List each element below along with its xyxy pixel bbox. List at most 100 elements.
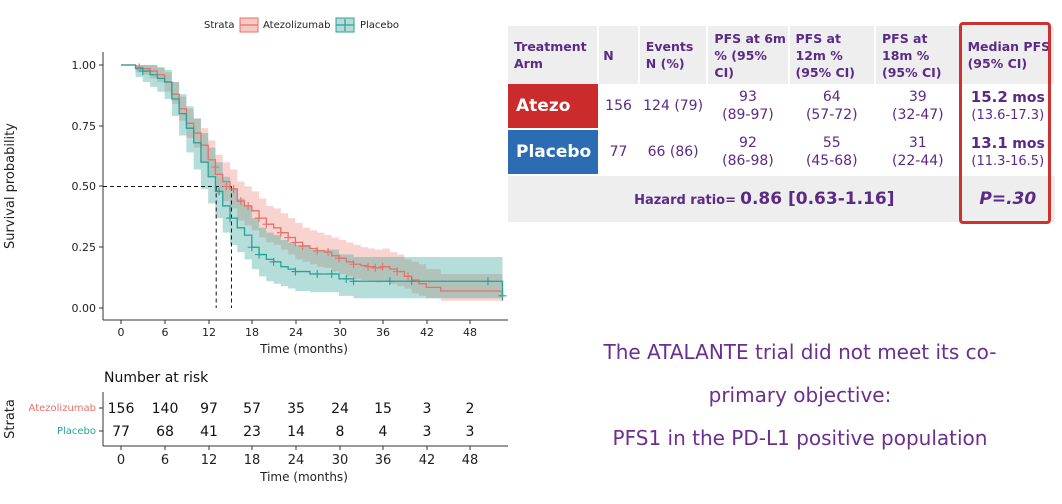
km-xlabel: Time (months)	[259, 342, 348, 356]
hazard-ratio-label: Hazard ratio=	[634, 193, 736, 208]
hazard-ratio-cell: Hazard ratio= 0.86 [0.63-1.16]	[508, 175, 961, 222]
risk-strata-label: Strata	[3, 399, 18, 439]
censor-mark-placebo	[327, 269, 336, 278]
risk-xlabel: Time (months)	[259, 470, 348, 484]
censor-mark-atezolizumab	[276, 228, 285, 237]
xtick-label: 36	[376, 326, 390, 339]
pfs-table: Treatment Arm N Events N (%) PFS at 6m %…	[508, 26, 1057, 222]
censor-mark-atezolizumab	[364, 262, 373, 271]
ytick-label: 0.50	[72, 180, 97, 193]
legend: Strata Atezolizumab Placebo	[204, 17, 399, 33]
censor-mark-placebo	[226, 214, 234, 223]
censor-mark-atezolizumab	[229, 184, 238, 193]
censor-mark-atezolizumab	[244, 201, 253, 210]
km-xticks: 0 6 12 18 24 30 36 42 48	[118, 320, 477, 339]
ci-band-placebo	[121, 65, 503, 308]
ytick-label: 1.00	[72, 59, 97, 72]
pfs18-value: 31	[908, 135, 927, 151]
risk-xtick-label: 42	[419, 453, 436, 468]
legend-label-placebo: Placebo	[360, 20, 399, 31]
censor-marks	[135, 63, 507, 300]
censor-mark-atezolizumab	[284, 233, 293, 242]
xtick-label: 0	[118, 326, 125, 339]
ytick-label: 0.75	[72, 120, 97, 133]
pfs-table-header: Treatment Arm N Events N (%) PFS at 6m %…	[508, 26, 1057, 84]
censor-mark-placebo	[247, 243, 256, 252]
risk-cell: 68	[156, 424, 174, 440]
censor-mark-placebo	[215, 187, 224, 196]
censor-mark-placebo	[385, 277, 394, 286]
risk-cell: 3	[466, 424, 475, 440]
legend-label-atezolizumab: Atezolizumab	[263, 20, 330, 31]
conclusion-line-2: primary objective:	[708, 383, 892, 407]
n-value: 77	[598, 129, 639, 176]
xtick-label: 18	[245, 326, 259, 339]
risk-cell: 3	[423, 401, 432, 417]
censor-mark-atezolizumab	[236, 197, 245, 206]
header-n: N	[598, 26, 640, 84]
censor-mark-atezolizumab	[211, 163, 220, 172]
risk-cell: 24	[331, 401, 349, 417]
pfs18-cell: 31 (22-44)	[875, 129, 961, 176]
risk-xticks: 0 6 12 18 24 30 36 42 48	[117, 446, 478, 468]
risk-xtick-label: 30	[332, 453, 349, 468]
risk-cell: 140	[152, 401, 179, 417]
km-yticks: 0.00 0.25 0.50 0.75 1.00	[72, 59, 103, 315]
arm-label-placebo: Placebo	[508, 129, 599, 176]
risk-cell: 15	[374, 401, 392, 417]
risk-xtick-label: 12	[201, 453, 218, 468]
risk-xtick-label: 24	[288, 453, 305, 468]
pfs12-cell: 64 (57-72)	[788, 84, 875, 130]
censor-mark-placebo	[342, 274, 351, 283]
censor-mark-placebo	[407, 277, 416, 286]
pfs12-ci: (45-68)	[805, 153, 858, 169]
risk-xtick-label: 36	[375, 453, 392, 468]
n-value: 156	[598, 84, 639, 130]
header-pfs-12m: PFS at 12m % (95% CI)	[788, 26, 876, 84]
risk-xtick-label: 0	[117, 453, 125, 468]
censor-mark-atezolizumab	[324, 248, 333, 257]
risk-row-label-atezolizumab: Atezolizumab	[29, 403, 96, 414]
xtick-label: 42	[420, 326, 434, 339]
table-row-atezo: Atezo 156 124 (79) 93 (89-97) 64 (57-72) 3…	[508, 84, 1055, 130]
ytick-label: 0.00	[72, 302, 97, 315]
pfs6-cell: 93 (89-97)	[707, 84, 789, 130]
pfs6-ci: (86-98)	[722, 153, 774, 169]
median-value: 13.1	[970, 133, 1008, 152]
median-unit: mos	[1012, 135, 1045, 152]
risk-cell: 156	[108, 401, 135, 417]
median-ci: (13.6-17.3)	[971, 107, 1045, 123]
censor-mark-placebo	[255, 250, 264, 259]
risk-cell: 57	[243, 401, 261, 417]
censor-mark-atezolizumab	[393, 267, 402, 276]
censor-mark-atezolizumab	[291, 238, 300, 247]
km-ylabel: Survival probability	[3, 123, 18, 249]
xtick-label: 12	[202, 326, 216, 339]
risk-cell: 2	[466, 401, 475, 417]
censor-mark-placebo	[291, 267, 300, 276]
xtick-label: 24	[289, 326, 303, 339]
pfs6-ci: (89-97)	[722, 107, 774, 123]
pfs12-value: 55	[822, 135, 841, 151]
legend-title: Strata	[204, 20, 235, 31]
risk-row-atezolizumab: 156 140 97 57 35 24 15 3 2	[108, 401, 475, 417]
events-value: 124 (79)	[638, 84, 708, 130]
censor-mark-placebo	[269, 257, 278, 266]
events-value: 66 (86)	[638, 129, 708, 176]
pfs12-ci: (57-72)	[805, 107, 858, 123]
risk-row-placebo: 77 68 41 23 14 8 4 3 3	[112, 424, 474, 440]
xtick-label: 6	[162, 326, 169, 339]
censor-mark-placebo	[498, 291, 507, 300]
risk-cell: 35	[287, 401, 305, 417]
conclusion-line-1: The ATALANTE trial did not meet its co-	[603, 340, 997, 364]
median-value: 15.2	[970, 87, 1008, 106]
risk-row-label-placebo: Placebo	[57, 426, 96, 437]
pfs18-ci: (32-47)	[891, 107, 944, 123]
header-events: Events N (%)	[638, 26, 709, 84]
median-ci: (11.3-16.5)	[971, 153, 1045, 169]
ytick-label: 0.25	[72, 241, 97, 254]
risk-cell: 14	[287, 424, 305, 440]
risk-xtick-label: 48	[462, 453, 479, 468]
risk-cell: 41	[200, 424, 218, 440]
xtick-label: 30	[333, 326, 347, 339]
